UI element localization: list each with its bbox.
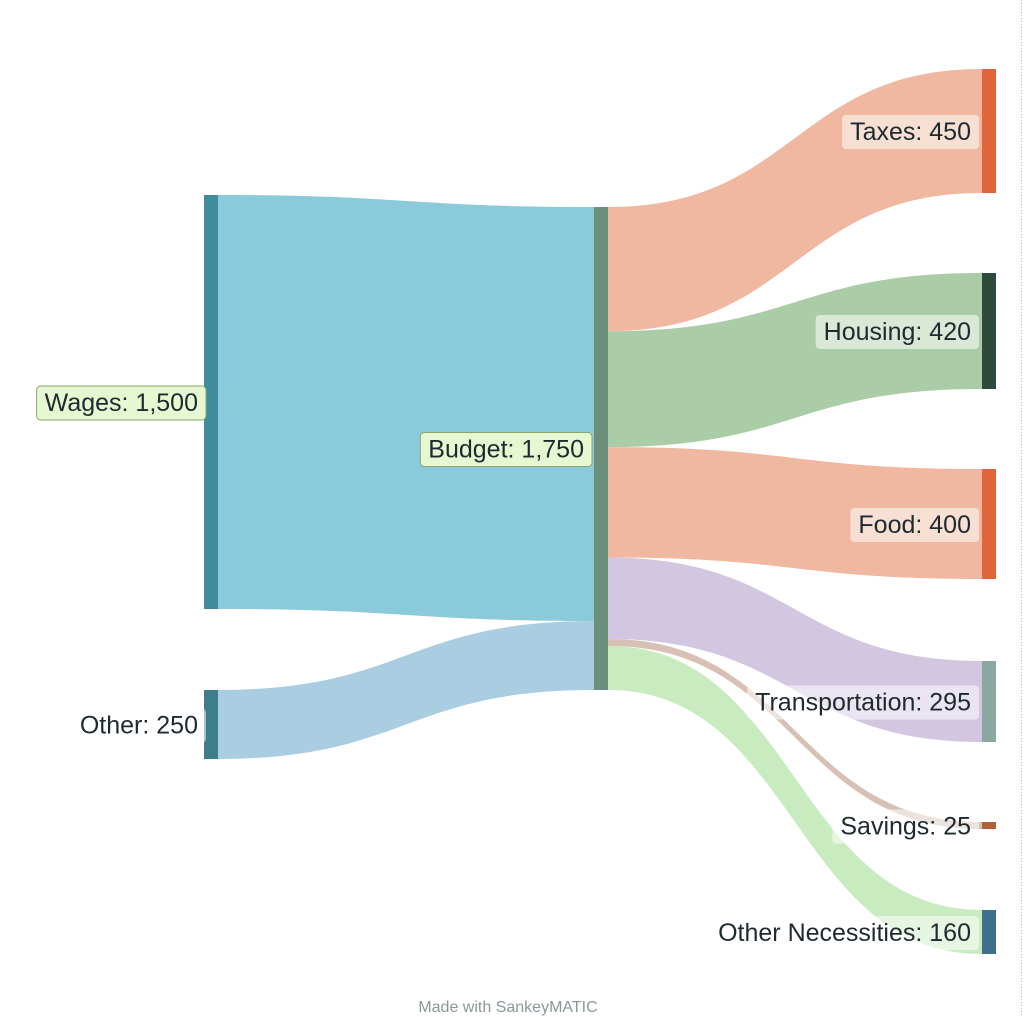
label-text-budget: Budget: 1,750 — [428, 436, 584, 464]
label-text-taxes: Taxes: 450 — [850, 118, 971, 146]
label-bg-budget — [419, 432, 593, 467]
node-savings — [982, 822, 996, 829]
label-bg-transportation — [747, 685, 979, 720]
label-text-other-necessities: Other Necessities: 160 — [718, 919, 971, 947]
label-bg-taxes — [842, 115, 979, 149]
credit-text: Made with SankeyMATIC — [418, 999, 597, 1016]
label-bg-savings — [832, 809, 979, 844]
node-taxes — [982, 69, 996, 193]
node-housing — [982, 273, 996, 389]
label-bg-housing — [815, 315, 979, 349]
label-text-food: Food: 400 — [858, 511, 971, 539]
flow-other-to-budget — [218, 621, 594, 759]
label-taxes: Taxes: 450 — [842, 115, 979, 149]
label-text-wages: Wages: 1,500 — [45, 389, 198, 417]
label-housing: Housing: 420 — [815, 315, 979, 349]
label-text-savings: Savings: 25 — [840, 813, 971, 841]
label-food: Food: 400 — [850, 508, 979, 542]
label-bg-other — [71, 708, 206, 743]
node-other-necessities — [982, 910, 996, 954]
label-other: Other: 250 — [71, 708, 206, 743]
flow-wages-to-budget — [218, 195, 594, 621]
flow-budget-to-savings — [608, 638, 982, 829]
label-text-transportation: Transportation: 295 — [755, 689, 971, 717]
label-transportation: Transportation: 295 — [747, 685, 979, 720]
node-other — [204, 690, 218, 759]
flow-budget-to-other-necessities — [608, 645, 982, 954]
node-wages — [204, 195, 218, 609]
label-savings: Savings: 25 — [832, 809, 979, 844]
node-transportation — [982, 661, 996, 742]
flow-budget-to-food — [608, 447, 982, 579]
labels-layer: Wages: 1,500 Other: 250 Budget: 1,750 Taxes… — [36, 115, 979, 950]
node-budget — [594, 207, 608, 690]
label-text-other: Other: 250 — [80, 712, 198, 740]
label-text-housing: Housing: 420 — [824, 318, 971, 346]
label-other-necessities: Other Necessities: 160 — [710, 916, 979, 950]
label-bg-other-necessities — [710, 916, 979, 950]
label-bg-food — [850, 508, 979, 542]
label-wages: Wages: 1,500 — [36, 385, 207, 421]
label-budget: Budget: 1,750 — [419, 432, 593, 467]
nodes-layer — [204, 69, 996, 954]
node-food — [982, 469, 996, 579]
label-bg-wages — [36, 385, 207, 421]
